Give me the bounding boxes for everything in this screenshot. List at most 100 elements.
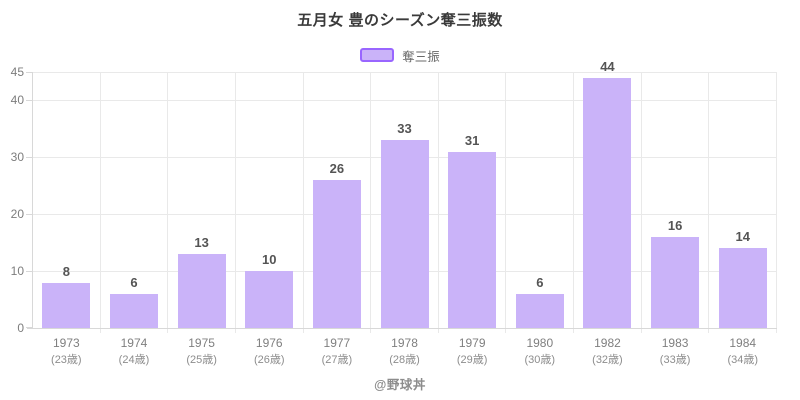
x-axis-tick bbox=[167, 329, 169, 333]
x-axis-category-label: 1976 (26歳) bbox=[224, 336, 315, 367]
bar-value-label: 31 bbox=[464, 132, 480, 148]
bar-value-label: 14 bbox=[735, 229, 750, 245]
plot-area: 0 10 20 30 40 45 8 1973 (23歳) 6 1974 (24歳) 13 1975 (25… bbox=[11, 59, 778, 366]
bar-value-label: 13 bbox=[194, 235, 209, 251]
bar-value-label: 6 bbox=[130, 274, 138, 290]
x-axis-tick bbox=[776, 329, 778, 333]
x-axis-year-label: 1977 bbox=[323, 336, 351, 350]
gridline-y-40 bbox=[33, 100, 777, 102]
category-cell-1977: 26 1977 (27歳) bbox=[304, 72, 372, 366]
x-axis-year-label: 1974 bbox=[120, 336, 148, 350]
bar-value-label: 10 bbox=[262, 252, 277, 268]
x-axis-year-label: 1979 bbox=[458, 336, 486, 350]
bar-1979[interactable] bbox=[448, 151, 497, 328]
x-axis-age-label: (28歳) bbox=[389, 354, 420, 366]
x-axis-category-label: 1982 (32歳) bbox=[562, 336, 653, 367]
bar-1982[interactable] bbox=[583, 77, 632, 328]
y-axis-tick bbox=[26, 214, 32, 216]
x-axis-year-label: 1983 bbox=[661, 336, 689, 350]
x-axis-category-label: 1983 (33歳) bbox=[630, 336, 721, 367]
bar-value-label: 16 bbox=[667, 217, 683, 233]
legend-swatch-icon bbox=[360, 48, 395, 62]
x-axis-age-label: (24歳) bbox=[118, 354, 150, 366]
category-cell-1979: 31 1979 (29歳) bbox=[439, 72, 507, 366]
bar-1980[interactable] bbox=[515, 293, 564, 328]
y-axis-tick-label: 20 bbox=[10, 207, 24, 222]
category-cell-1984: 14 1984 (34歳) bbox=[709, 72, 778, 366]
x-axis-year-label: 1978 bbox=[391, 336, 418, 350]
x-axis-age-label: (32歳) bbox=[592, 354, 623, 366]
y-axis-tick-label: 40 bbox=[10, 93, 24, 108]
bar-1974[interactable] bbox=[109, 293, 158, 328]
category-cell-1982: 44 1982 (32歳) bbox=[574, 59, 642, 366]
x-axis-tick bbox=[437, 329, 439, 333]
x-axis-year-label: 1973 bbox=[52, 336, 80, 350]
x-axis-category-label: 1973 (23歳) bbox=[21, 336, 112, 367]
bar-value-label: 6 bbox=[536, 274, 544, 290]
chart-title: 五月女 豊のシーズン奪三振数 bbox=[297, 12, 503, 29]
x-axis-year-label: 1975 bbox=[188, 336, 215, 350]
x-axis-category-label: 1979 (29歳) bbox=[427, 336, 518, 367]
x-axis-tick bbox=[573, 329, 575, 333]
x-axis-category-label: 1974 (24歳) bbox=[89, 336, 180, 367]
x-axis-category-label: 1980 (30歳) bbox=[494, 336, 585, 367]
y-axis-line bbox=[32, 72, 33, 329]
x-axis-category-label: 1984 (34歳) bbox=[697, 336, 788, 367]
x-axis-year-label: 1984 bbox=[729, 336, 757, 350]
x-axis-category-label: 1977 (27歳) bbox=[292, 336, 383, 367]
gridline-y-45 bbox=[33, 72, 777, 73]
x-axis-year-label: 1976 bbox=[255, 336, 283, 350]
bar-1975[interactable] bbox=[177, 254, 226, 328]
x-axis-category-label: 1978 (28歳) bbox=[359, 336, 450, 367]
bar-1984[interactable] bbox=[718, 248, 767, 328]
category-cell-1980: 6 1980 (30歳) bbox=[506, 72, 575, 366]
x-axis-age-label: (29歳) bbox=[456, 354, 488, 366]
x-axis-tick bbox=[640, 329, 642, 333]
bar-1978[interactable] bbox=[380, 140, 429, 328]
category-cell-1975: 13 1975 (25歳) bbox=[168, 72, 236, 366]
watermark: @野球丼 bbox=[374, 378, 426, 392]
x-axis-tick bbox=[505, 329, 507, 333]
x-axis-age-label: (26歳) bbox=[253, 354, 285, 366]
x-axis-line bbox=[27, 328, 777, 329]
category-cell-1976: 10 1976 (26歳) bbox=[236, 72, 304, 366]
x-axis-tick bbox=[302, 329, 304, 333]
x-axis-tick bbox=[370, 329, 372, 333]
x-axis-tick bbox=[234, 329, 236, 333]
bar-1977[interactable] bbox=[312, 180, 361, 328]
x-axis-year-label: 1980 bbox=[526, 336, 554, 350]
legend: 奪三振 bbox=[0, 46, 800, 65]
bar-value-label: 26 bbox=[329, 161, 345, 177]
category-cell-1973: 8 1973 (23歳) bbox=[33, 72, 101, 366]
category-cell-1983: 16 1983 (33歳) bbox=[642, 72, 710, 366]
legend-label: 奪三振 bbox=[402, 49, 440, 64]
y-axis-tick bbox=[26, 72, 32, 73]
x-axis-age-label: (27歳) bbox=[321, 354, 353, 366]
category-cell-1974: 6 1974 (24歳) bbox=[101, 72, 169, 366]
y-axis-tick-label: 45 bbox=[10, 65, 24, 79]
y-axis-tick bbox=[26, 327, 32, 328]
legend-item-strikeouts[interactable]: 奪三振 bbox=[360, 46, 440, 65]
category-cell-1978: 33 1978 (28歳) bbox=[371, 72, 439, 366]
x-axis-age-label: (25歳) bbox=[186, 354, 217, 366]
x-axis-tick bbox=[99, 329, 101, 333]
y-axis-tick bbox=[26, 157, 32, 159]
bar-1983[interactable] bbox=[651, 236, 700, 328]
bar-value-label: 8 bbox=[62, 263, 70, 279]
x-axis-tick bbox=[708, 329, 710, 333]
y-axis-tick bbox=[26, 100, 32, 102]
y-axis-tick-label: 10 bbox=[10, 264, 24, 279]
y-axis-tick-label: 30 bbox=[10, 150, 24, 165]
x-axis-age-label: (23歳) bbox=[51, 354, 82, 366]
bar-value-label: 44 bbox=[600, 58, 615, 74]
x-axis-age-label: (33歳) bbox=[659, 354, 691, 366]
bar-1976[interactable] bbox=[245, 271, 294, 328]
bar-1973[interactable] bbox=[42, 282, 91, 328]
y-axis-tick-label: 0 bbox=[17, 321, 24, 335]
bar-value-label: 33 bbox=[397, 121, 412, 137]
category-cells: 8 1973 (23歳) 6 1974 (24歳) 13 1975 (25歳) 10 1976 (26… bbox=[33, 59, 778, 366]
x-axis-age-label: (30歳) bbox=[524, 354, 556, 366]
x-axis-category-label: 1975 (25歳) bbox=[156, 336, 247, 367]
x-axis-age-label: (34歳) bbox=[727, 354, 758, 366]
